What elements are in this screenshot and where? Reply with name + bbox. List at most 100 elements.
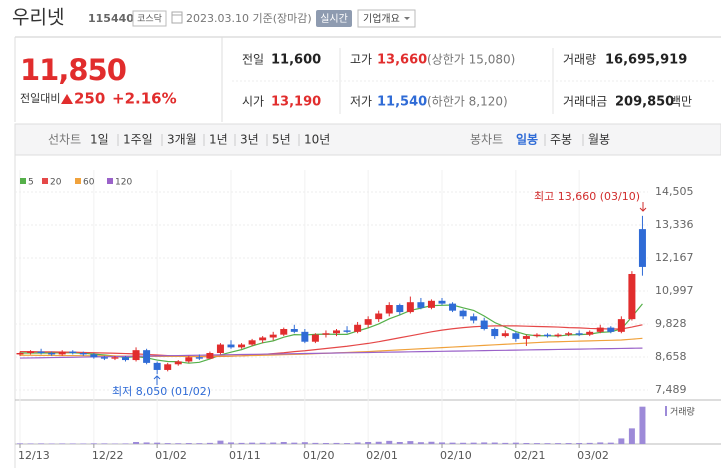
volume-bar [333, 442, 340, 444]
volume-bar [270, 442, 277, 444]
volume-bar [607, 442, 614, 444]
company-button[interactable] [357, 9, 416, 28]
volume-bar [17, 443, 23, 444]
y-tick-label: 14,505 [655, 185, 694, 198]
candle-body [301, 331, 309, 342]
x-tick-label: 01/02 [155, 449, 187, 462]
volume-bar [565, 443, 572, 444]
volume-bar [618, 438, 625, 444]
volume-bar [164, 443, 171, 444]
volume-bar [69, 443, 76, 444]
candle-body [375, 313, 383, 320]
period-tab[interactable]: 5년 [272, 133, 291, 147]
current-price: 11,850 [20, 53, 126, 87]
volume-bar [586, 442, 593, 444]
legend-swatch [107, 178, 113, 184]
period-tab[interactable]: 3개월 [167, 133, 197, 147]
tab-bar [14, 123, 721, 156]
legend-label: 120 [115, 178, 132, 188]
period-tab[interactable]: 1일 [90, 133, 109, 147]
volume-bar [90, 443, 97, 444]
candle-body [79, 353, 87, 355]
volume-bar [407, 441, 414, 444]
moving-average-line [20, 324, 643, 358]
candle-body [322, 333, 330, 335]
candle-body [554, 334, 562, 337]
quote-extra: (상한가 15,080) [427, 53, 515, 67]
volume-bar [481, 442, 488, 444]
candle-body [533, 334, 541, 337]
quote-extra: (하한가 8,120) [427, 95, 508, 109]
candle-body [449, 303, 457, 311]
candle-body [238, 344, 246, 348]
y-tick-label: 12,167 [655, 251, 694, 264]
market-badge [132, 10, 167, 27]
candle-body [27, 351, 35, 354]
quote-value: 16,695,919 [605, 53, 687, 68]
candle-body [427, 300, 435, 308]
candle-body [132, 350, 140, 361]
candle-body [575, 333, 583, 335]
volume-bar [439, 442, 445, 444]
stock-code: 115440 [88, 12, 134, 25]
candle-body [628, 273, 636, 320]
legend-label: 5 [28, 178, 34, 188]
candle-tab[interactable]: 주봉 [550, 133, 572, 147]
volume-bar [365, 441, 372, 444]
quote-label: 거래대금 [563, 95, 607, 109]
period-tab[interactable]: 1주일 [123, 133, 153, 147]
candle-body [354, 324, 362, 332]
candle-body [280, 329, 288, 335]
candle-body [480, 320, 488, 330]
candle-tab[interactable]: 일봉 [516, 133, 538, 147]
volume-bar [597, 442, 604, 444]
candle-body [343, 330, 351, 332]
volume-bar [491, 442, 498, 444]
volume-bar [512, 442, 519, 444]
volume-bar [322, 442, 329, 444]
legend-swatch [42, 178, 48, 184]
candle-body [364, 319, 372, 325]
y-tick-label: 7,489 [655, 383, 687, 396]
company-button-label[interactable]: 기업개요 [363, 12, 400, 25]
period-tab[interactable]: 3년 [240, 133, 259, 147]
quote-label: 고가 [350, 53, 372, 67]
realtime[interactable]: 실시간 [320, 13, 348, 25]
volume-bar [175, 443, 182, 444]
volume-bar [523, 442, 530, 444]
candle-body [48, 353, 56, 355]
period-tab[interactable]: 1년 [209, 133, 228, 147]
candle-body [638, 229, 646, 267]
dropdown-caret [404, 17, 410, 20]
volume-bar [27, 443, 34, 444]
volume-bar [59, 443, 66, 444]
volume-bar [312, 442, 319, 444]
volume-bar [206, 442, 213, 444]
volume-bar [386, 440, 393, 444]
change-label: 전일대비 [20, 91, 60, 105]
moving-average-line [20, 303, 643, 364]
x-tick-label: 02/01 [366, 449, 398, 462]
quote-label: 전일 [242, 53, 264, 67]
candle-tab[interactable]: 월봉 [588, 133, 610, 147]
high-annotation: 최고 13,660 (03/10) [534, 190, 640, 203]
y-tick-label: 8,658 [655, 350, 687, 363]
candle-body [90, 354, 98, 358]
volume-bar [396, 441, 403, 444]
realtime-badge[interactable] [316, 10, 352, 27]
high-arrow [639, 202, 647, 212]
period-tab[interactable]: 10년 [304, 133, 330, 147]
volume-bar [628, 428, 635, 444]
candle-body [607, 327, 615, 332]
volume-bar [101, 443, 108, 444]
volume-bar [428, 441, 435, 444]
change: 250 [74, 90, 105, 108]
candle-body [174, 361, 182, 365]
volume-bar [154, 442, 161, 444]
candle-body [185, 357, 193, 362]
candle-body [544, 334, 551, 337]
x-tick-label: 02/10 [440, 449, 472, 462]
candle-body [164, 364, 172, 370]
quote-value: 209,850 [615, 95, 674, 110]
candle-body [269, 334, 277, 338]
